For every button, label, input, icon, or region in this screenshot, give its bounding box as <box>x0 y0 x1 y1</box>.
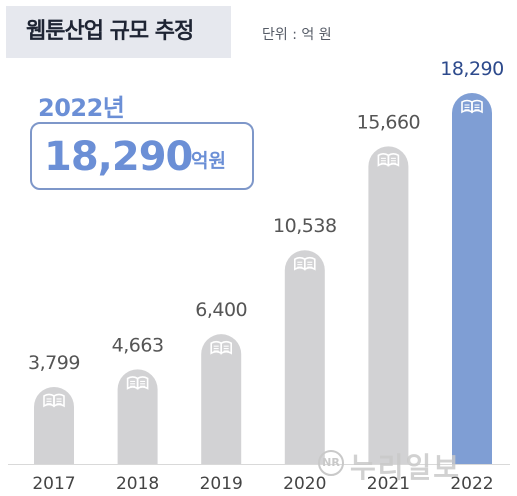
x-tick-label-2020: 2020 <box>283 474 326 494</box>
book-page-right <box>303 256 316 271</box>
value-label-2017: 3,799 <box>28 352 80 374</box>
value-label-2018: 4,663 <box>112 334 164 356</box>
unit-note: 단위 : 억 원 <box>262 27 332 43</box>
value-label-2019: 6,400 <box>195 299 247 321</box>
book-icon <box>377 153 400 167</box>
book-icon <box>461 99 483 114</box>
book-page-right <box>471 99 483 114</box>
highlight-year: 2022년 <box>38 94 125 122</box>
x-tick-label-2019: 2019 <box>200 474 243 494</box>
highlight-value: 18,290 <box>44 134 193 180</box>
highlight-box <box>30 122 254 190</box>
highlight-unit: 억원 <box>191 150 226 172</box>
bar-2018 <box>117 369 158 464</box>
book-icon <box>210 340 232 355</box>
book-icon <box>43 393 65 408</box>
bar-2019 <box>201 334 242 464</box>
watermark-text: 누리일보 <box>350 451 462 484</box>
value-label-2022: 18,290 <box>440 58 503 80</box>
watermark-logo: NR <box>318 450 344 476</box>
book-page-right <box>136 376 149 390</box>
x-tick-label-2017: 2017 <box>32 474 75 494</box>
book-page-right <box>53 393 65 408</box>
book-page-right <box>220 340 232 355</box>
x-tick-label-2021: 2021 <box>367 474 410 494</box>
bar-2021 <box>368 146 409 465</box>
book-icon <box>126 376 149 390</box>
value-label-2020: 10,538 <box>273 215 336 237</box>
value-label-2021: 15,660 <box>357 111 420 133</box>
book-page-right <box>387 153 400 167</box>
bar-2022 <box>452 93 492 464</box>
x-tick-label-2022: 2022 <box>450 474 493 494</box>
bar-2020 <box>284 250 325 464</box>
page-title: 웹툰산업 규모 추정 <box>26 19 194 44</box>
title-background <box>6 6 231 58</box>
book-icon <box>293 256 316 271</box>
x-tick-label-2018: 2018 <box>116 474 159 494</box>
